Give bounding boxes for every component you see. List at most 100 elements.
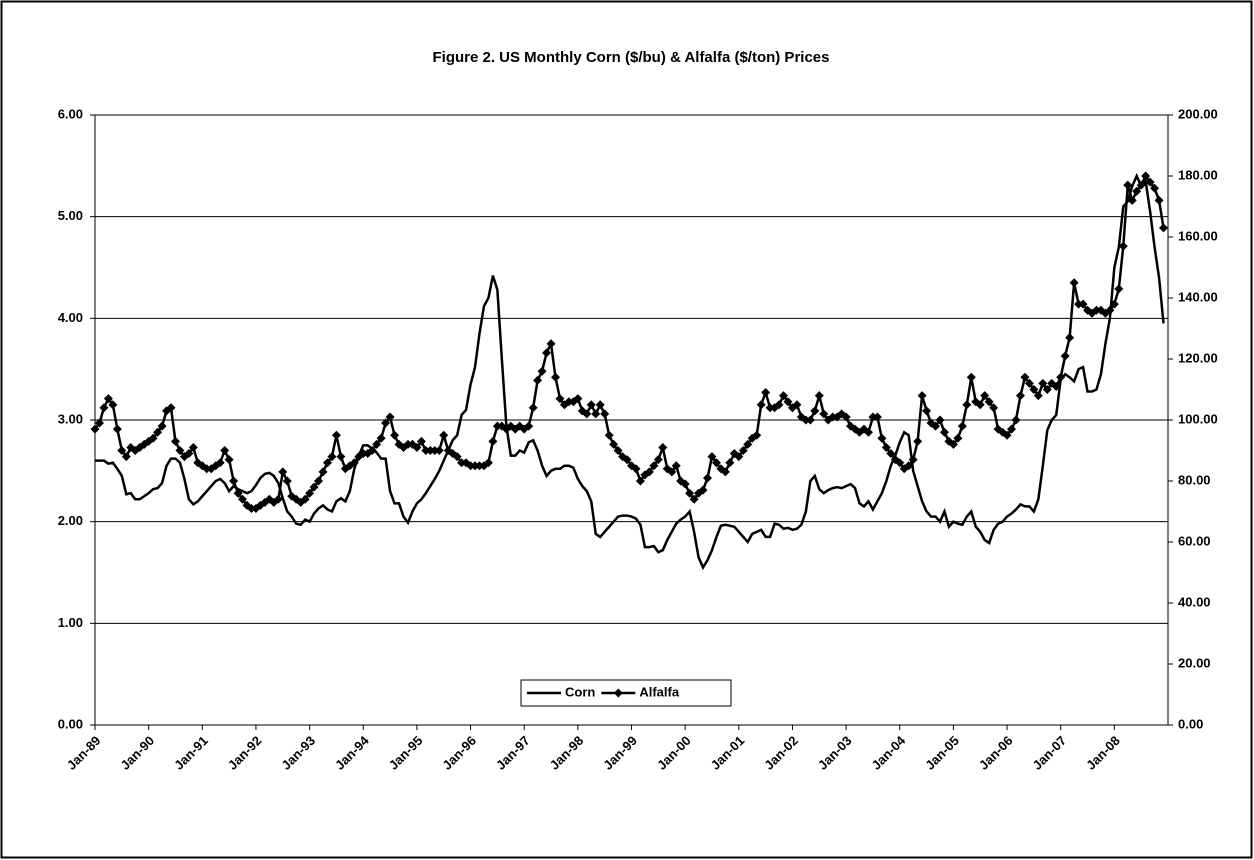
marker (103, 394, 113, 404)
marker (550, 372, 560, 382)
marker (555, 394, 565, 404)
marker (1145, 177, 1155, 187)
marker (1118, 241, 1128, 251)
marker (336, 452, 346, 462)
marker (153, 427, 163, 437)
series-line (95, 172, 1165, 571)
marker (385, 412, 395, 422)
marker (349, 458, 359, 468)
marker (273, 494, 283, 504)
marker (528, 403, 538, 413)
y-tick-label: 6.00 (58, 106, 83, 121)
marker (1024, 378, 1034, 388)
marker (390, 430, 400, 440)
marker (1015, 391, 1025, 401)
marker (1150, 183, 1160, 193)
marker (1114, 284, 1124, 294)
marker (908, 455, 918, 465)
marker (157, 421, 167, 431)
marker (94, 418, 104, 428)
marker (703, 473, 713, 483)
marker (711, 458, 721, 468)
marker (1060, 351, 1070, 361)
marker (573, 394, 583, 404)
y2-tick-label: 0.00 (1178, 716, 1203, 731)
marker (1105, 305, 1115, 315)
marker (931, 421, 941, 431)
marker (904, 461, 914, 471)
marker (1038, 378, 1048, 388)
marker (591, 409, 601, 419)
marker (953, 433, 963, 443)
marker (1042, 385, 1052, 394)
y-tick-label: 4.00 (58, 310, 83, 325)
marker (752, 430, 762, 440)
marker (783, 397, 793, 407)
marker (913, 436, 923, 446)
marker (653, 455, 663, 465)
marker (622, 455, 632, 465)
marker (1136, 180, 1146, 190)
marker (224, 455, 234, 465)
marker (1056, 372, 1066, 382)
y2-tick-label: 60.00 (1178, 533, 1211, 548)
marker (1033, 391, 1043, 401)
marker (917, 391, 927, 401)
marker (805, 415, 815, 425)
marker (600, 409, 610, 419)
marker (1159, 223, 1169, 233)
marker (680, 479, 690, 489)
marker (300, 494, 310, 504)
marker (613, 446, 623, 455)
marker (989, 403, 999, 413)
marker (166, 403, 176, 413)
marker (546, 339, 556, 349)
marker (756, 400, 766, 410)
marker (434, 446, 444, 455)
marker (810, 406, 820, 416)
marker (707, 452, 717, 462)
marker (881, 442, 891, 452)
marker (542, 348, 552, 358)
marker (1020, 372, 1030, 382)
marker (488, 436, 498, 446)
marker (314, 476, 324, 486)
marker (975, 400, 985, 410)
y-tick-label: 5.00 (58, 208, 83, 223)
marker (112, 424, 122, 434)
marker (1154, 195, 1164, 205)
marker (962, 400, 972, 410)
marker (376, 433, 386, 443)
y-tick-label: 2.00 (58, 513, 83, 528)
y2-tick-label: 80.00 (1178, 472, 1211, 487)
y-tick-label: 0.00 (58, 716, 83, 731)
marker (452, 452, 462, 462)
y2-tick-label: 140.00 (1178, 289, 1218, 304)
marker (251, 503, 261, 513)
marker (1002, 430, 1012, 440)
marker (1069, 278, 1079, 288)
marker (1127, 195, 1137, 205)
legend-marker (613, 688, 623, 698)
marker (819, 409, 829, 419)
marker (238, 494, 248, 504)
marker (99, 403, 109, 413)
marker (305, 488, 315, 498)
marker (886, 449, 896, 459)
marker (922, 406, 932, 416)
marker (229, 476, 239, 486)
marker (148, 433, 158, 443)
marker (170, 436, 180, 446)
marker (1011, 415, 1021, 425)
marker (1007, 424, 1017, 434)
marker (215, 458, 225, 468)
marker (1065, 333, 1075, 343)
legend-label: Alfalfa (639, 684, 680, 699)
marker (412, 442, 422, 452)
marker (309, 482, 319, 492)
marker (685, 488, 695, 498)
marker (1029, 385, 1039, 394)
marker (792, 400, 802, 410)
marker (720, 467, 730, 477)
